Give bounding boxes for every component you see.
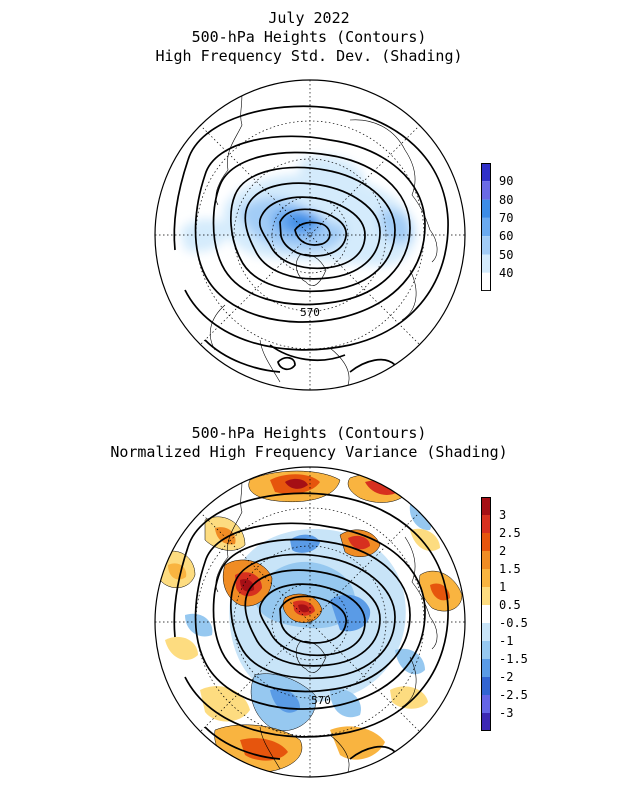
title-line: Normalized High Frequency Variance (Shad… (110, 443, 508, 461)
colorbar-tick-label: 40 (499, 265, 514, 280)
colorbar-tick-label: 2 (499, 544, 507, 558)
title-line: July 2022 (268, 9, 350, 27)
top-height-contours (173, 105, 449, 373)
colorbar-swatch (481, 587, 491, 605)
colorbar-swatches (481, 163, 491, 292)
bottom-height-contours (173, 492, 449, 760)
top-coastlines (209, 84, 438, 386)
colorbar-tick-label: 2.5 (499, 526, 521, 540)
top-shading (180, 156, 416, 266)
title-line: High Frequency Std. Dev. (Shading) (155, 47, 463, 65)
colorbar-swatch (481, 163, 491, 182)
colorbar-swatch (481, 713, 491, 731)
colorbar-swatch (481, 497, 491, 515)
colorbar-swatch (481, 623, 491, 641)
colorbar-tick-label: -3 (499, 706, 514, 720)
colorbar-swatch (481, 695, 491, 713)
colorbar-tick-label: 90 (499, 174, 514, 189)
title-line: 500-hPa Heights (Contours) (191, 28, 427, 46)
colorbar-tick-label: 80 (499, 192, 514, 207)
colorbar-tick-label: -2.5 (499, 688, 528, 702)
bottom-map: 570 (154, 466, 466, 778)
colorbar-swatch (481, 605, 491, 623)
colorbar-border (481, 163, 491, 292)
top-contour-label: 570 (300, 306, 320, 319)
colorbar-tick-label: -0.5 (499, 616, 528, 630)
colorbar-tick-label: 1.5 (499, 562, 521, 576)
colorbar-swatch (481, 199, 491, 218)
colorbar-swatch (481, 272, 491, 292)
colorbar-swatch (481, 515, 491, 533)
colorbar-swatch (481, 551, 491, 569)
colorbar-swatch (481, 677, 491, 695)
bottom-contour-label: 570 (311, 694, 331, 707)
bottom-panel-title: 500-hPa Heights (Contours) Normalized Hi… (0, 424, 618, 462)
colorbar-border (481, 497, 491, 731)
colorbar-swatch (481, 217, 491, 237)
colorbar-tick-label: -2 (499, 670, 514, 684)
colorbar-tick-label: 3 (499, 508, 507, 522)
colorbar-tick-label: 1 (499, 580, 507, 594)
colorbar-tick-label: -1 (499, 634, 514, 648)
colorbar-tick-label: 50 (499, 247, 514, 262)
colorbar-swatch (481, 569, 491, 587)
colorbar-swatches (481, 497, 491, 731)
title-line: 500-hPa Heights (Contours) (191, 424, 427, 442)
top-panel-title: July 2022 500-hPa Heights (Contours) Hig… (0, 9, 618, 66)
colorbar-tick-label: 0.5 (499, 598, 521, 612)
colorbar-tick-label: 70 (499, 210, 514, 225)
bottom-map-border (154, 466, 466, 778)
colorbar-swatch (481, 254, 491, 273)
colorbar-swatch (481, 533, 491, 551)
colorbar-swatch (481, 236, 491, 255)
colorbar-tick-label: 60 (499, 229, 514, 244)
top-map-border (154, 79, 466, 391)
colorbar-swatch (481, 641, 491, 659)
bottom-coastlines (215, 471, 438, 773)
colorbar-tick-label: -1.5 (499, 652, 528, 666)
top-map: 570 (154, 79, 466, 391)
colorbar-swatch (481, 181, 491, 200)
colorbar-swatch (481, 659, 491, 677)
